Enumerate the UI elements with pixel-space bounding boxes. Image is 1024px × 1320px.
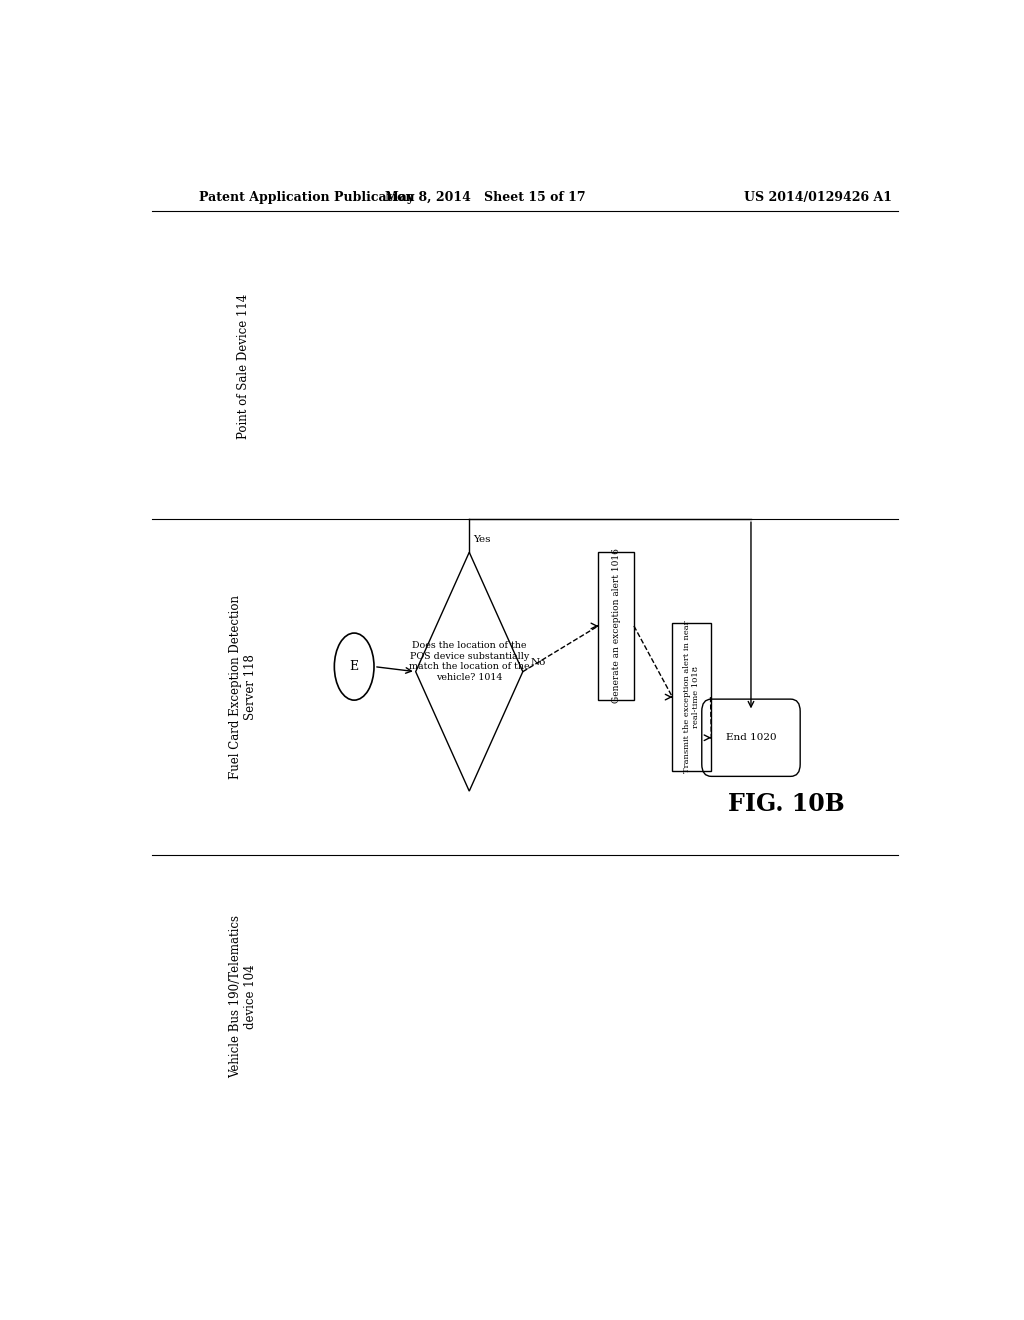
Text: Vehicle Bus 190/Telematics
device 104: Vehicle Bus 190/Telematics device 104	[229, 916, 257, 1078]
Text: Does the location of the
POS device substantially
match the location of the
vehi: Does the location of the POS device subs…	[409, 642, 529, 681]
Text: End 1020: End 1020	[726, 733, 776, 742]
Text: Fuel Card Exception Detection
Server 118: Fuel Card Exception Detection Server 118	[229, 595, 257, 779]
Text: Generate an exception alert 1016: Generate an exception alert 1016	[611, 549, 621, 704]
Text: Yes: Yes	[473, 535, 490, 544]
Text: E: E	[349, 660, 358, 673]
Text: Point of Sale Device 114: Point of Sale Device 114	[237, 294, 250, 440]
Text: Patent Application Publication: Patent Application Publication	[200, 190, 415, 203]
Text: May 8, 2014   Sheet 15 of 17: May 8, 2014 Sheet 15 of 17	[385, 190, 586, 203]
Text: US 2014/0129426 A1: US 2014/0129426 A1	[744, 190, 893, 203]
Text: Transmit the exception alert in near
real-time 1018: Transmit the exception alert in near rea…	[683, 620, 700, 774]
Text: FIG. 10B: FIG. 10B	[728, 792, 845, 816]
Text: No: No	[530, 657, 546, 667]
